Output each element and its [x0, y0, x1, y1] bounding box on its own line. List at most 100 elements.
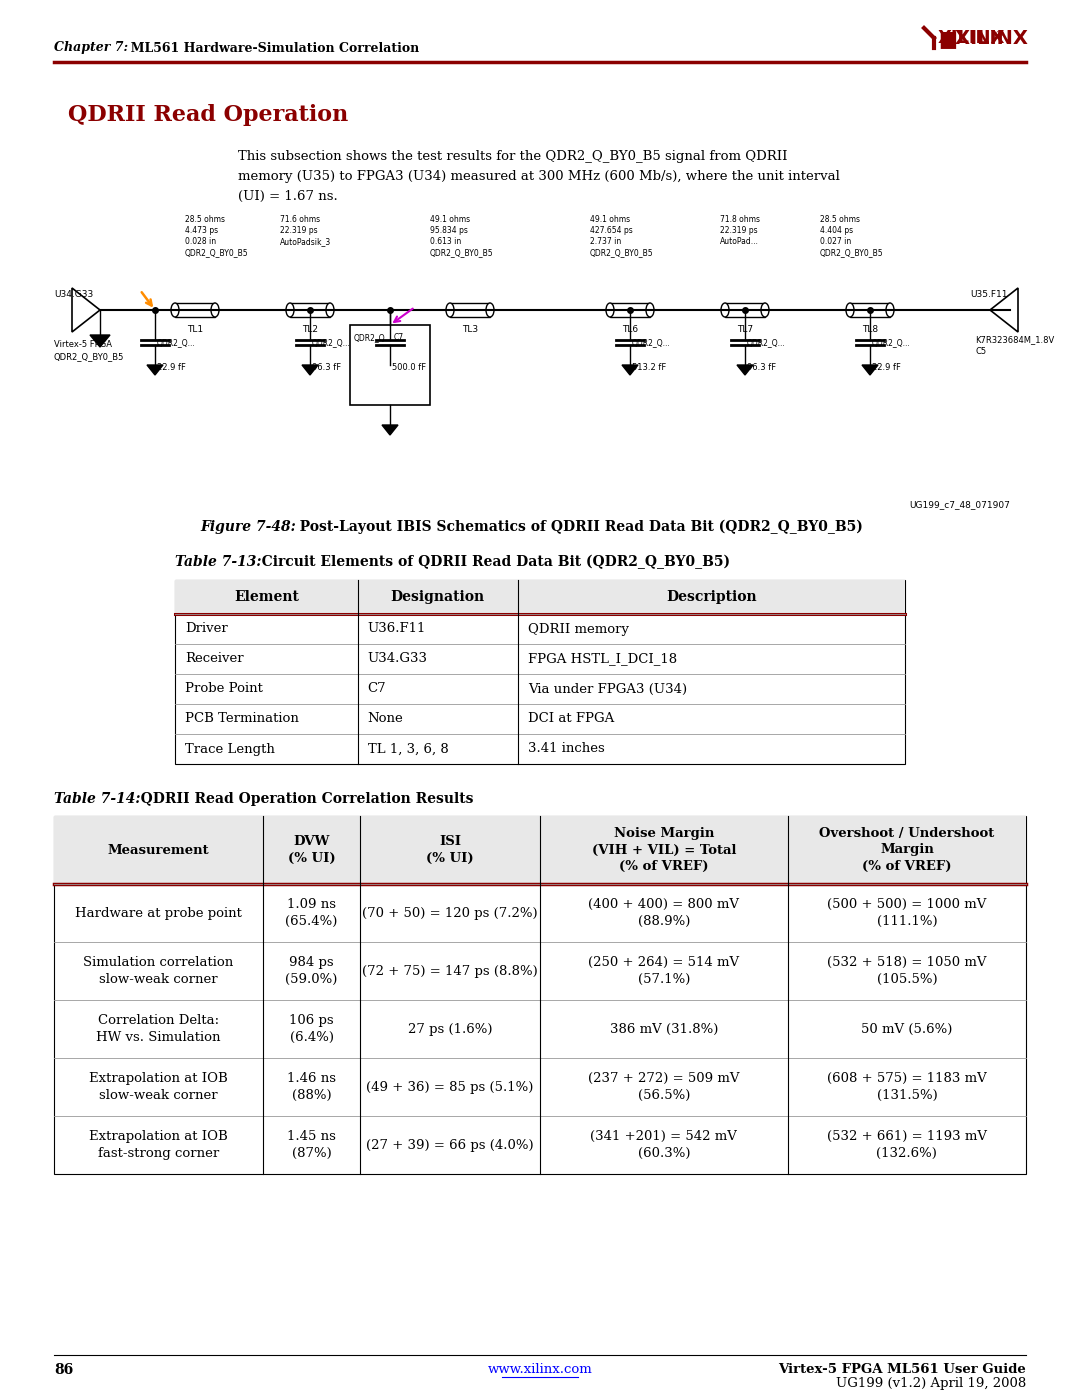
Text: Correlation Delta:
HW vs. Simulation: Correlation Delta: HW vs. Simulation — [96, 1014, 220, 1044]
Bar — [850, 303, 890, 317]
Text: C5: C5 — [975, 346, 986, 356]
Text: 386 mV (31.8%): 386 mV (31.8%) — [610, 1023, 718, 1035]
Text: Circuit Elements of QDRII Read Data Bit (QDR2_Q_BY0_B5): Circuit Elements of QDRII Read Data Bit … — [247, 555, 730, 570]
Text: QDR2_Q...: QDR2_Q... — [157, 338, 195, 346]
Ellipse shape — [606, 303, 615, 317]
Ellipse shape — [886, 303, 894, 317]
Polygon shape — [622, 365, 638, 374]
Text: U34.G33: U34.G33 — [367, 652, 428, 665]
Text: Virtex-5 FPGA: Virtex-5 FPGA — [54, 339, 112, 349]
Text: AutoPad...: AutoPad... — [720, 237, 759, 246]
Text: QDR2_Q...: QDR2_Q... — [872, 338, 910, 346]
Ellipse shape — [721, 303, 729, 317]
Text: www.xilinx.com: www.xilinx.com — [488, 1363, 592, 1376]
Polygon shape — [302, 365, 318, 374]
Text: 1.09 ns
(65.4%): 1.09 ns (65.4%) — [285, 898, 338, 928]
Polygon shape — [147, 365, 163, 374]
Text: 22.9 fF: 22.9 fF — [872, 363, 901, 372]
Polygon shape — [382, 365, 399, 374]
Text: 49.1 ohms: 49.1 ohms — [430, 215, 470, 224]
Text: 96.3 fF: 96.3 fF — [312, 363, 341, 372]
Ellipse shape — [646, 303, 654, 317]
Bar — [175, 580, 905, 615]
Text: Extrapolation at IOB
fast-strong corner: Extrapolation at IOB fast-strong corner — [90, 1130, 228, 1160]
Text: Hardware at probe point: Hardware at probe point — [75, 907, 242, 919]
Ellipse shape — [171, 303, 179, 317]
Polygon shape — [90, 335, 110, 346]
Text: 71.6 ohms: 71.6 ohms — [280, 215, 320, 224]
Text: (237 + 272) = 509 mV
(56.5%): (237 + 272) = 509 mV (56.5%) — [589, 1073, 740, 1102]
Text: FPGA HSTL_I_DCI_18: FPGA HSTL_I_DCI_18 — [528, 652, 677, 665]
Text: 4.473 ps: 4.473 ps — [185, 226, 218, 235]
Text: U36.F11: U36.F11 — [367, 623, 426, 636]
Bar — [450, 303, 490, 317]
Ellipse shape — [286, 303, 294, 317]
Text: Post-Layout IBIS Schematics of QDRII Read Data Bit (QDR2_Q_BY0_B5): Post-Layout IBIS Schematics of QDRII Rea… — [285, 520, 863, 535]
Text: 106 ps
(6.4%): 106 ps (6.4%) — [289, 1014, 334, 1044]
Text: QDRII Read Operation Correlation Results: QDRII Read Operation Correlation Results — [126, 792, 473, 806]
Text: QDR2_Q_BY0_B5: QDR2_Q_BY0_B5 — [185, 249, 248, 257]
Text: 22.319 ps: 22.319 ps — [720, 226, 758, 235]
Text: 71.8 ohms: 71.8 ohms — [720, 215, 760, 224]
Bar — [291, 303, 330, 317]
Text: (532 + 518) = 1050 mV
(105.5%): (532 + 518) = 1050 mV (105.5%) — [827, 957, 987, 986]
Text: 427.654 ps: 427.654 ps — [590, 226, 633, 235]
Text: 0.028 in: 0.028 in — [185, 237, 216, 246]
Bar — [350, 326, 430, 405]
Text: 22.9 fF: 22.9 fF — [157, 363, 186, 372]
Text: 0.613 in: 0.613 in — [430, 237, 461, 246]
Text: (UI) = 1.67 ns.: (UI) = 1.67 ns. — [238, 190, 338, 203]
Text: TL1: TL1 — [187, 326, 203, 334]
Bar — [54, 816, 1026, 1173]
Text: 0.027 in: 0.027 in — [820, 237, 851, 246]
Text: 28.5 ohms: 28.5 ohms — [185, 215, 225, 224]
Text: C7: C7 — [367, 683, 387, 696]
Text: Measurement: Measurement — [108, 844, 210, 856]
Ellipse shape — [846, 303, 854, 317]
Text: This subsection shows the test results for the QDR2_Q_BY0_B5 signal from QDRII: This subsection shows the test results f… — [238, 149, 787, 163]
Text: DVW
(% UI): DVW (% UI) — [287, 835, 336, 865]
Text: 50 mV (5.6%): 50 mV (5.6%) — [861, 1023, 953, 1035]
Bar — [725, 303, 765, 317]
Text: QDRII Read Operation: QDRII Read Operation — [68, 103, 348, 126]
Text: Probe Point: Probe Point — [185, 683, 262, 696]
Bar — [175, 303, 215, 317]
Text: 86: 86 — [54, 1363, 73, 1377]
Ellipse shape — [486, 303, 494, 317]
Text: (400 + 400) = 800 mV
(88.9%): (400 + 400) = 800 mV (88.9%) — [589, 898, 740, 928]
Text: Description: Description — [666, 590, 757, 604]
Text: Overshoot / Undershoot
Margin
(% of VREF): Overshoot / Undershoot Margin (% of VREF… — [820, 827, 995, 873]
Text: Virtex-5 FPGA ML561 User Guide: Virtex-5 FPGA ML561 User Guide — [779, 1363, 1026, 1376]
Bar — [54, 816, 1026, 884]
Text: Driver: Driver — [185, 623, 228, 636]
Text: (608 + 575) = 1183 mV
(131.5%): (608 + 575) = 1183 mV (131.5%) — [827, 1073, 987, 1102]
Polygon shape — [737, 365, 753, 374]
Text: 22.319 ps: 22.319 ps — [280, 226, 318, 235]
Text: Table 7-14:: Table 7-14: — [54, 792, 140, 806]
Text: ISI
(% UI): ISI (% UI) — [427, 835, 474, 865]
Text: memory (U35) to FPGA3 (U34) measured at 300 MHz (600 Mb/s), where the unit inter: memory (U35) to FPGA3 (U34) measured at … — [238, 170, 840, 183]
Text: Via under FPGA3 (U34): Via under FPGA3 (U34) — [528, 683, 687, 696]
Text: QDRII memory: QDRII memory — [528, 623, 629, 636]
Text: U34.G33: U34.G33 — [54, 291, 93, 299]
Text: (500 + 500) = 1000 mV
(111.1%): (500 + 500) = 1000 mV (111.1%) — [827, 898, 987, 928]
Text: Trace Length: Trace Length — [185, 742, 275, 756]
Text: 513.2 fF: 513.2 fF — [632, 363, 666, 372]
Text: TL8: TL8 — [862, 326, 878, 334]
Ellipse shape — [446, 303, 454, 317]
Text: QDR2_Q_BY0_B5: QDR2_Q_BY0_B5 — [54, 352, 124, 360]
Ellipse shape — [211, 303, 219, 317]
Text: 500.0 fF: 500.0 fF — [392, 363, 427, 372]
Text: QDR2_Q_BY0_B5: QDR2_Q_BY0_B5 — [820, 249, 883, 257]
Text: (72 + 75) = 147 ps (8.8%): (72 + 75) = 147 ps (8.8%) — [362, 964, 538, 978]
Text: PCB Termination: PCB Termination — [185, 712, 299, 725]
Text: Table 7-13:: Table 7-13: — [175, 555, 261, 569]
Text: 96.3 fF: 96.3 fF — [747, 363, 777, 372]
Text: Receiver: Receiver — [185, 652, 244, 665]
Text: TL 1, 3, 6, 8: TL 1, 3, 6, 8 — [367, 742, 448, 756]
Bar — [610, 303, 650, 317]
Text: 49.1 ohms: 49.1 ohms — [590, 215, 630, 224]
Text: (532 + 661) = 1193 mV
(132.6%): (532 + 661) = 1193 mV (132.6%) — [827, 1130, 987, 1160]
Text: ®: ® — [995, 29, 1004, 39]
Text: QDR2_Q...: QDR2_Q... — [354, 332, 393, 342]
